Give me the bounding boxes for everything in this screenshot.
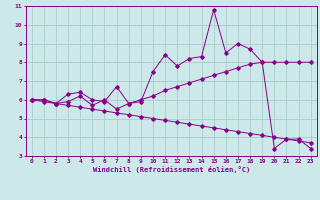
- X-axis label: Windchill (Refroidissement éolien,°C): Windchill (Refroidissement éolien,°C): [92, 166, 250, 173]
